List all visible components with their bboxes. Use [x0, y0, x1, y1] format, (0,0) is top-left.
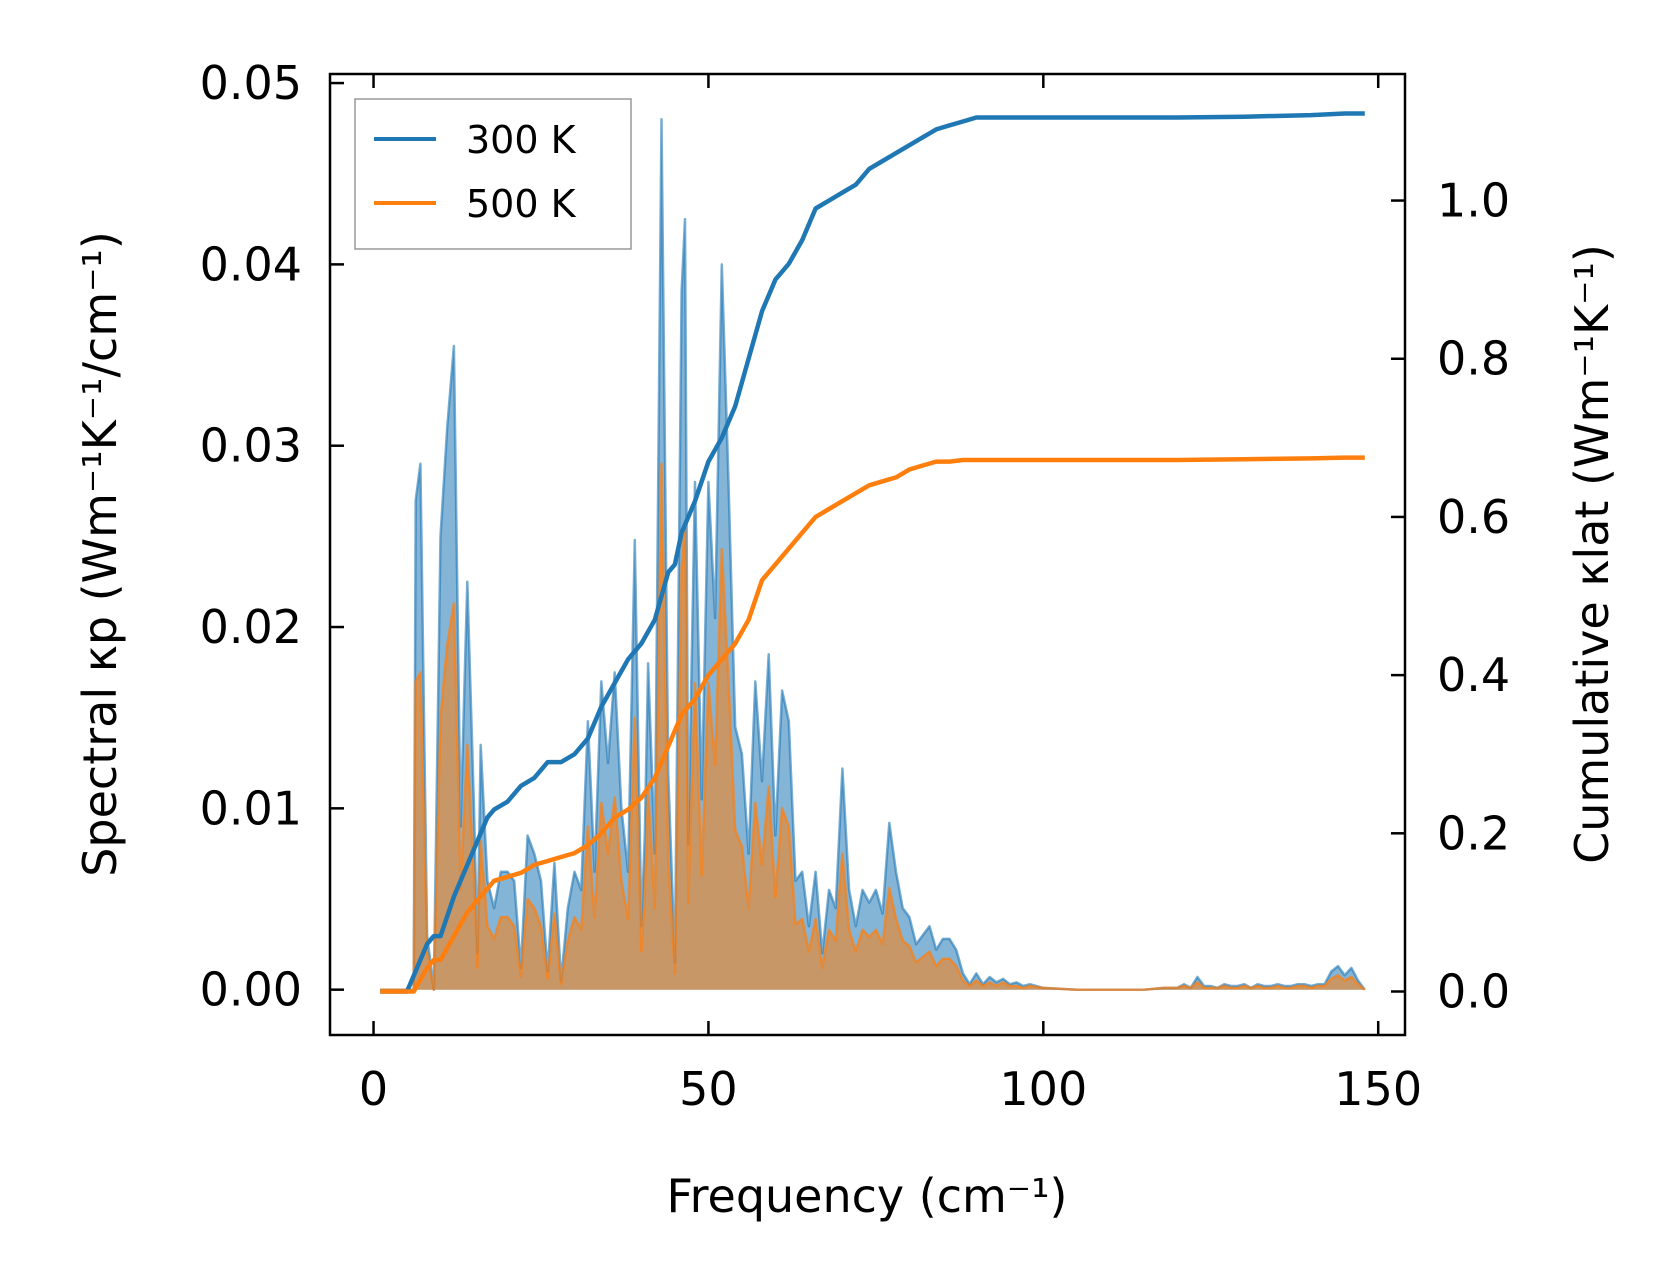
x-tick-label: 50 — [679, 1062, 738, 1116]
legend-frame — [354, 98, 632, 250]
y-right-tick-label: 0.0 — [1437, 964, 1510, 1018]
y-left-tick-label: 0.03 — [200, 419, 302, 473]
y-right-tick-label: 0.8 — [1437, 332, 1510, 386]
tick-labels: 0 50 100 150 0.00 0.01 0.02 0.03 0.04 0.05 0.0 0.2 0… — [200, 56, 1511, 1116]
y-right-tick-label: 0.4 — [1437, 648, 1510, 702]
y-right-tick-label: 0.2 — [1437, 806, 1510, 860]
y-axis-left-label: Spectral κp (Wm⁻¹K⁻¹/cm⁻¹) — [73, 231, 127, 877]
cumulative-line-300K — [380, 111, 1365, 994]
y-left-tick-label: 0.00 — [200, 963, 302, 1017]
y-left-tick-label: 0.01 — [200, 781, 302, 835]
spectral-lines — [380, 118, 1366, 991]
y-left-tick-label: 0.05 — [200, 56, 302, 110]
spectral-line-500K — [380, 462, 1366, 991]
legend-label-500K: 500 K — [466, 182, 577, 226]
legend: 300 K 500 K — [354, 98, 632, 250]
axis-ticks — [330, 74, 1405, 1035]
y-right-tick-label: 1.0 — [1437, 174, 1510, 228]
y-left-tick-label: 0.04 — [200, 237, 302, 291]
x-tick-label: 0 — [359, 1062, 388, 1116]
x-tick-label: 100 — [999, 1062, 1087, 1116]
y-axis-right-label: Cumulative κlat (Wm⁻¹K⁻¹) — [1565, 244, 1619, 864]
x-axis-label: Frequency (cm⁻¹) — [667, 1169, 1068, 1223]
y-right-tick-label: 0.6 — [1437, 490, 1510, 544]
legend-label-300K: 300 K — [466, 118, 577, 162]
x-tick-label: 150 — [1334, 1062, 1422, 1116]
cumulative-lines — [380, 111, 1365, 994]
plot-frame — [328, 72, 1407, 1037]
cumulative-line-500K — [380, 455, 1365, 994]
y-left-tick-label: 0.02 — [200, 600, 302, 654]
spectral-area-300K — [380, 119, 1365, 990]
spectral-fills — [380, 119, 1365, 990]
